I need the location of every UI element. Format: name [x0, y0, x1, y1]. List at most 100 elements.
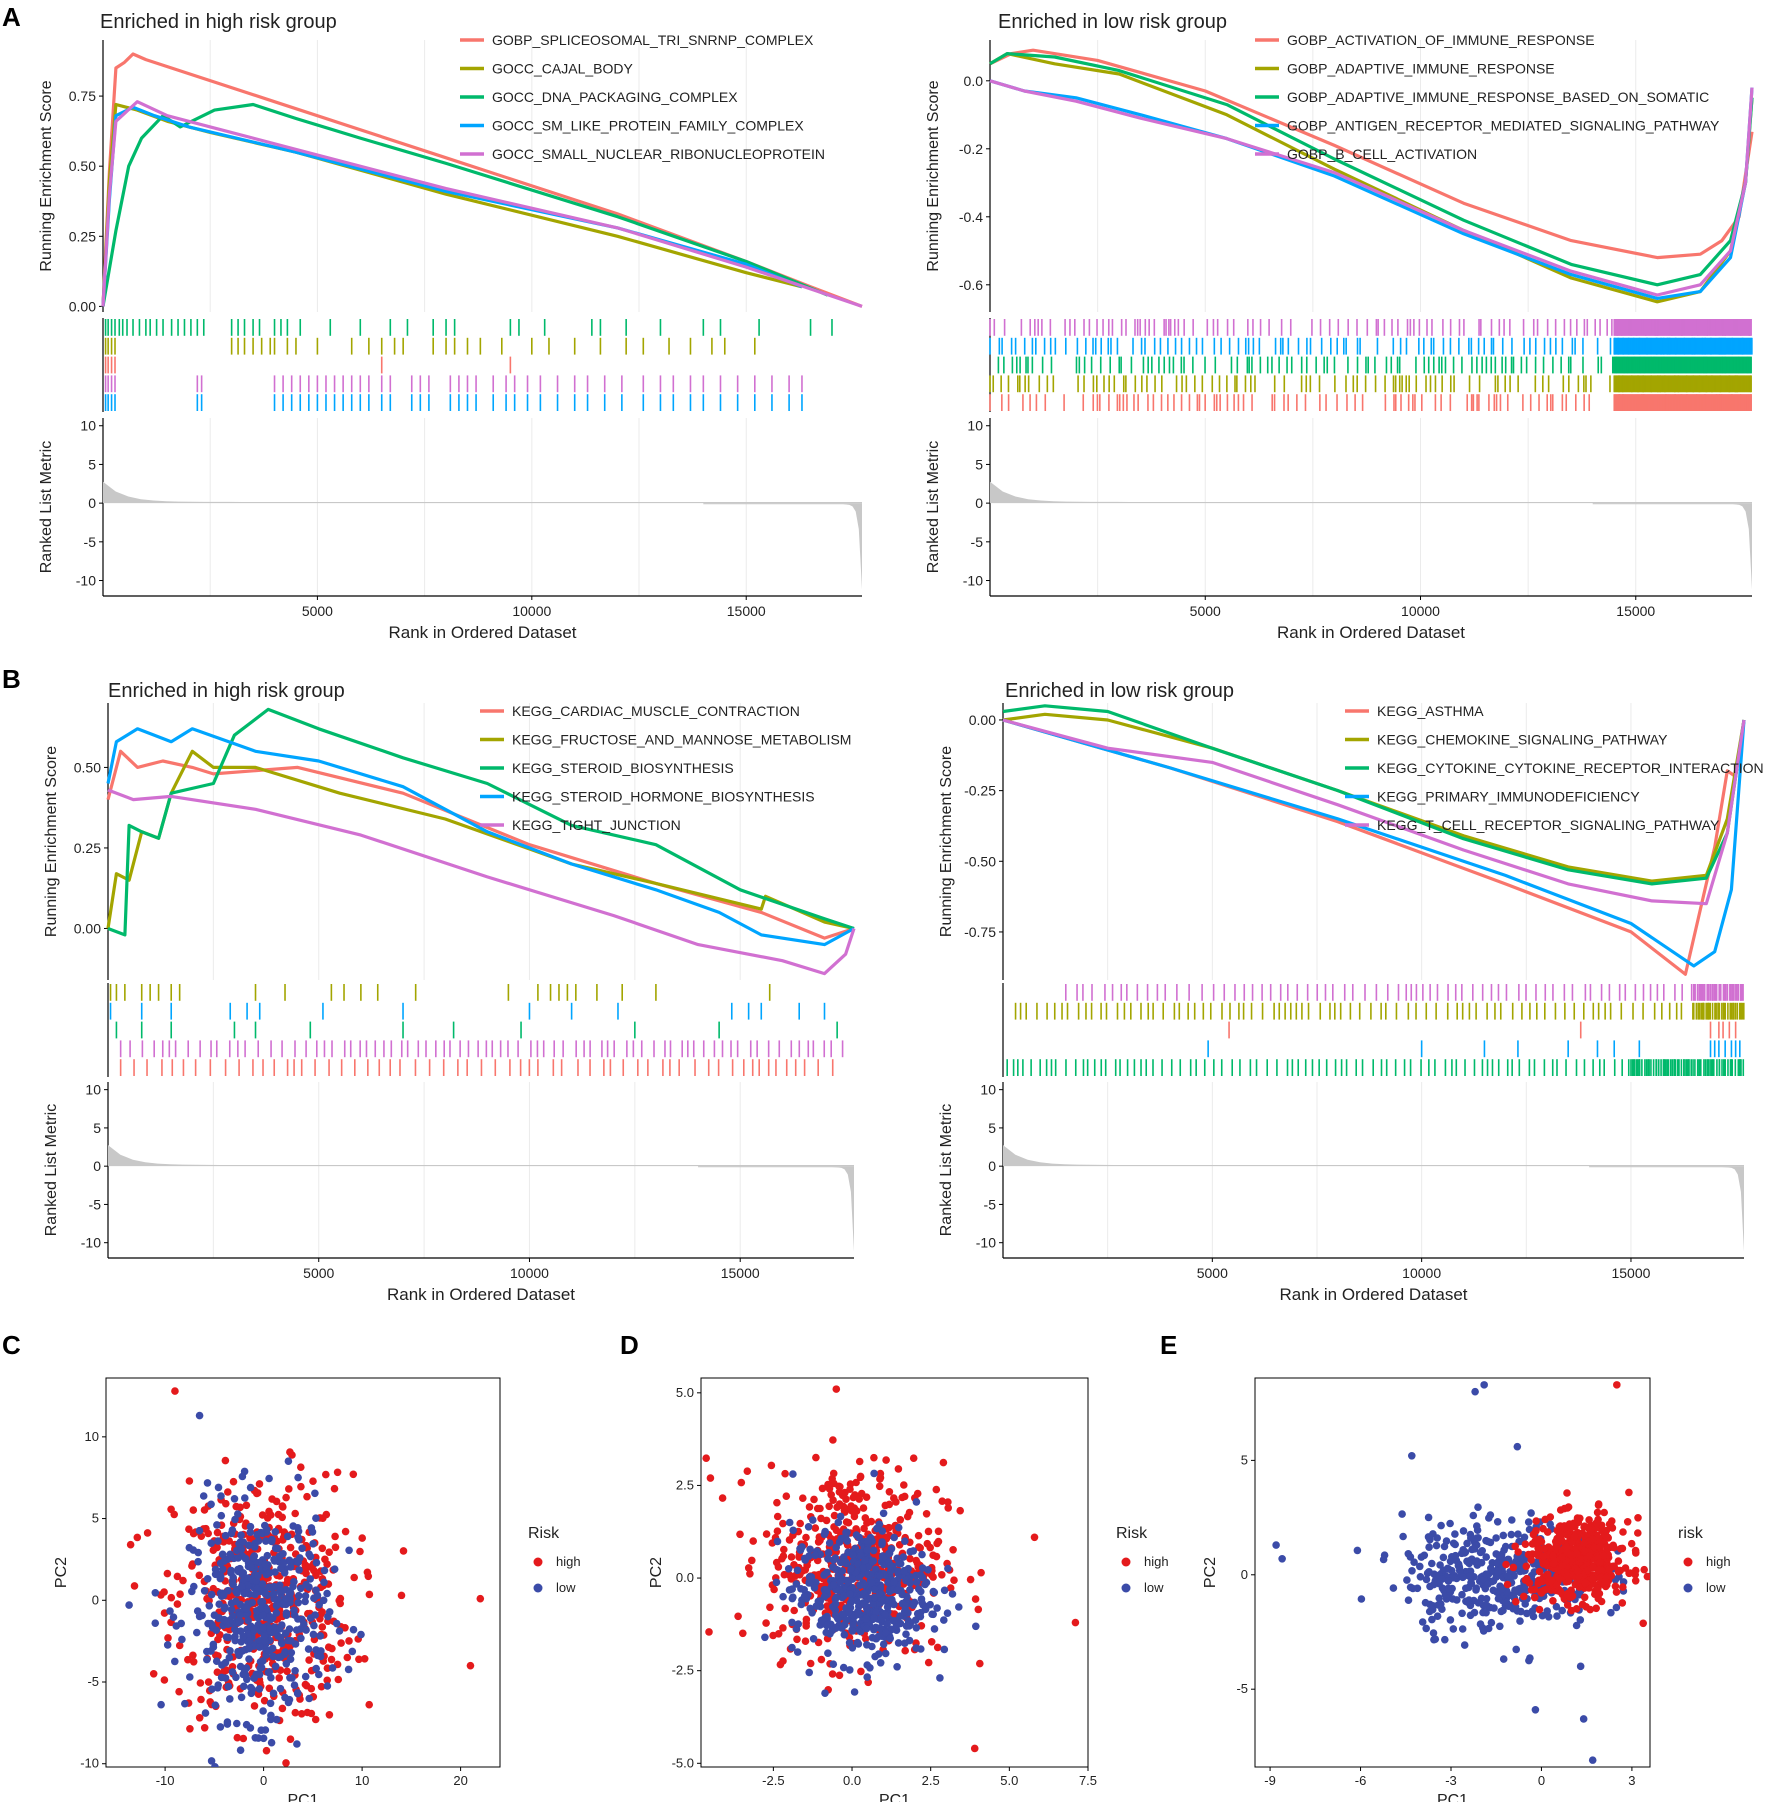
point-low — [245, 1655, 253, 1663]
point-high — [311, 1715, 320, 1724]
point-low — [1520, 1584, 1528, 1593]
point-low — [894, 1567, 902, 1576]
point-low — [323, 1589, 331, 1598]
point-low — [276, 1587, 284, 1595]
point-low — [860, 1580, 869, 1589]
x-tick-label: 5000 — [1197, 1265, 1228, 1281]
point-high — [1563, 1489, 1571, 1497]
point-low — [239, 1774, 247, 1782]
point-low — [1477, 1558, 1486, 1567]
point-low — [269, 1689, 278, 1698]
point-low — [1525, 1656, 1533, 1665]
metric-tick-label: -5 — [84, 534, 97, 550]
point-low — [924, 1566, 932, 1574]
point-low — [848, 1627, 857, 1635]
point-low — [220, 1615, 228, 1624]
score-line — [989, 48, 1754, 260]
point-low — [279, 1550, 287, 1558]
point-low — [820, 1571, 828, 1579]
point-low — [217, 1511, 226, 1520]
point-low — [207, 1757, 216, 1765]
point-high — [796, 1519, 804, 1528]
point-low — [286, 1558, 295, 1566]
point-high — [924, 1527, 933, 1536]
point-low — [1473, 1522, 1481, 1530]
plot-title: Enriched in low risk group — [1005, 680, 1234, 702]
point-high — [263, 1514, 272, 1522]
point-low — [267, 1711, 275, 1720]
point-high — [229, 1477, 238, 1486]
point-high — [810, 1495, 818, 1504]
point-low — [909, 1547, 918, 1555]
point-high — [171, 1387, 179, 1395]
point-low — [281, 1648, 289, 1656]
point-low — [1514, 1530, 1522, 1538]
x-tick-label: -3 — [1445, 1773, 1457, 1788]
point-high — [736, 1530, 744, 1539]
point-low — [294, 1558, 303, 1566]
point-high — [1521, 1576, 1530, 1584]
point-high — [781, 1604, 789, 1613]
point-low — [1499, 1655, 1508, 1663]
point-high — [861, 1514, 870, 1522]
point-low — [217, 1673, 226, 1682]
point-low — [821, 1689, 829, 1697]
x-tick-label: -6 — [1355, 1773, 1367, 1788]
point-low — [265, 1569, 274, 1577]
point-high — [790, 1606, 798, 1615]
y-tick-label: 0.25 — [69, 228, 96, 244]
y-tick-label: -0.6 — [959, 277, 983, 293]
point-high — [814, 1538, 823, 1546]
y-tick-label: 0.0 — [964, 73, 984, 89]
point-low — [1430, 1635, 1438, 1644]
point-low — [232, 1587, 240, 1596]
point-high — [779, 1519, 787, 1528]
x-tick-label: 2.5 — [922, 1773, 940, 1788]
point-low — [1416, 1573, 1425, 1581]
point-high — [176, 1590, 184, 1598]
legend-label: GOBP_SPLICEOSOMAL_TRI_SNRNP_COMPLEX — [492, 32, 814, 48]
legend-label: KEGG_ASTHMA — [1377, 703, 1484, 719]
point-high — [773, 1498, 781, 1507]
point-low — [315, 1670, 323, 1679]
point-low — [302, 1626, 310, 1634]
point-low — [1460, 1641, 1469, 1649]
point-low — [227, 1529, 236, 1538]
point-low — [881, 1610, 889, 1619]
legend-label: GOCC_SMALL_NUCLEAR_RIBONUCLEOPROTEIN — [492, 146, 825, 162]
point-low — [820, 1530, 829, 1539]
point-high — [938, 1497, 946, 1505]
point-low — [330, 1565, 339, 1573]
point-low — [1517, 1607, 1525, 1616]
point-low — [203, 1655, 211, 1664]
point-low — [885, 1550, 893, 1558]
point-low — [1406, 1583, 1415, 1592]
point-low — [1428, 1559, 1436, 1568]
y-tick-label: 5.0 — [676, 1385, 694, 1400]
point-high — [184, 1655, 192, 1664]
point-high — [802, 1533, 810, 1542]
point-high — [333, 1468, 342, 1477]
point-high — [744, 1564, 753, 1572]
point-high — [196, 1679, 205, 1687]
point-low — [829, 1660, 838, 1668]
point-low — [788, 1594, 797, 1603]
point-low — [1446, 1616, 1455, 1624]
point-low — [863, 1546, 871, 1555]
point-low — [221, 1531, 230, 1540]
point-high — [317, 1682, 326, 1691]
point-low — [240, 1589, 249, 1598]
point-low — [902, 1630, 910, 1638]
point-low — [1460, 1549, 1469, 1557]
point-high — [1546, 1513, 1555, 1521]
point-low — [1482, 1608, 1490, 1617]
point-low — [1465, 1559, 1473, 1567]
point-low — [872, 1608, 880, 1616]
point-low — [244, 1616, 252, 1625]
point-low — [207, 1500, 215, 1509]
y-tick-label: -0.50 — [964, 853, 996, 869]
point-low — [869, 1546, 878, 1555]
point-high — [297, 1463, 305, 1471]
x-tick-label: 10000 — [1401, 603, 1440, 619]
point-low — [239, 1569, 248, 1577]
